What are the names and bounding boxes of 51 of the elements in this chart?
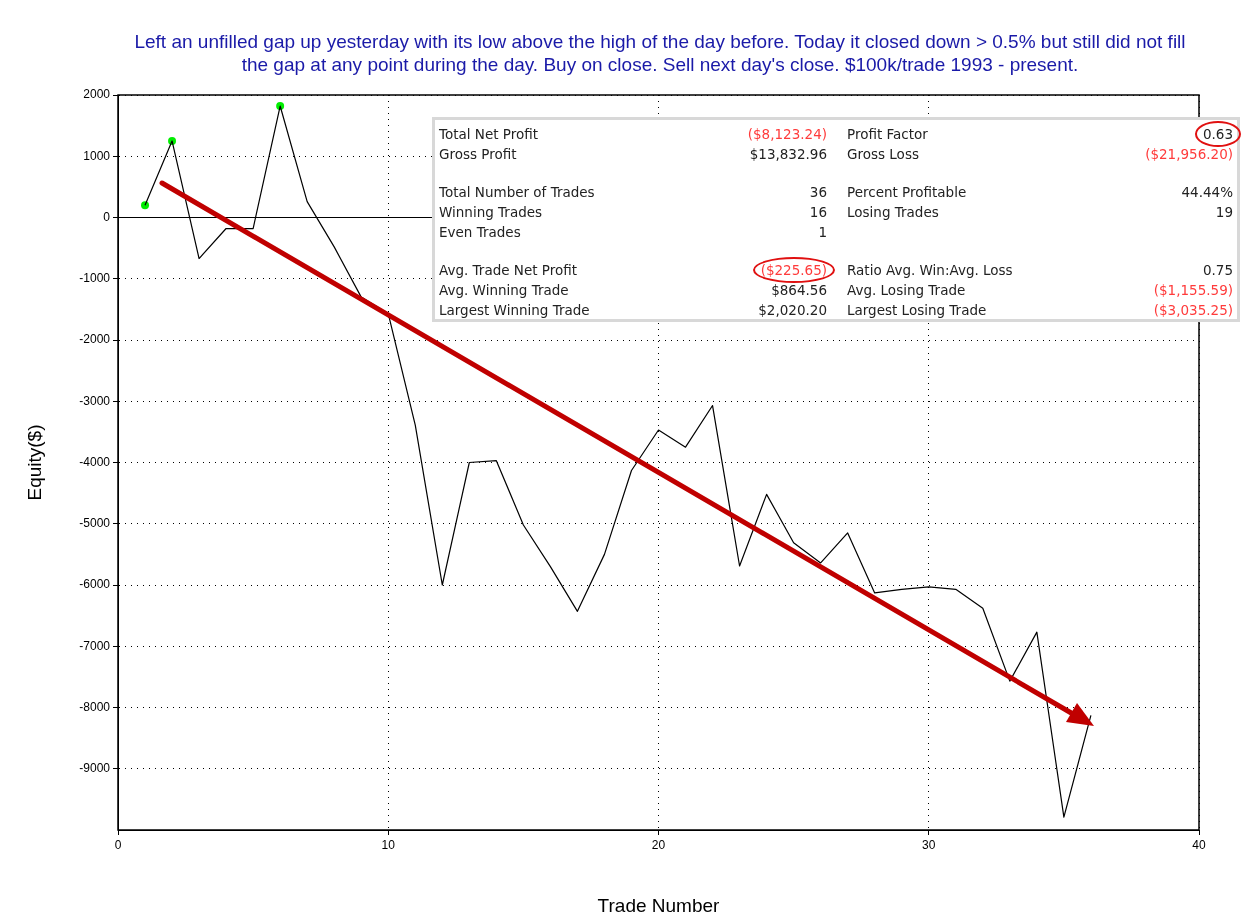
annotation: Avg. Winning Trade: [439, 281, 569, 299]
annotation: $2,020.20: [758, 301, 827, 319]
x-tick-label: 10: [381, 837, 396, 852]
annotation: 44.44%: [1181, 183, 1233, 201]
annotation: $864.56: [771, 281, 827, 299]
text: 0.75: [1202, 261, 1233, 279]
y-tick-label: 0: [103, 209, 111, 224]
annotation: ($21,956.20): [1145, 145, 1233, 163]
y-axis-title: Equity($): [23, 424, 45, 501]
annotation: Gross Loss: [847, 145, 919, 163]
annotation: Total Net Profit: [439, 125, 539, 143]
y-tick-label: -1000: [79, 271, 111, 286]
annotation: 36: [809, 183, 827, 201]
y-tick-label: -6000: [79, 577, 111, 592]
y-tick-label: 2000: [83, 87, 111, 102]
annotation: Winning Trades: [439, 203, 543, 221]
annotation: Ratio Avg. Win:Avg. Loss: [847, 261, 1013, 279]
annotation: Percent Profitable: [847, 183, 967, 201]
annotation: 1: [818, 223, 827, 241]
annotation: ($225.65): [760, 261, 827, 279]
annotation: Avg. Losing Trade: [847, 281, 966, 299]
x-tick-label: 0: [114, 837, 122, 852]
annotation: ($3,035.25): [1153, 301, 1233, 319]
text: 0.63: [1202, 125, 1233, 143]
x-tick-label: 20: [651, 837, 666, 852]
annotation: Profit Factor: [847, 125, 928, 143]
annotation: Largest Losing Trade: [847, 301, 987, 319]
annotation: 16: [809, 203, 827, 221]
annotation: $13,832.96: [749, 145, 827, 163]
annotation: ($8,123.24): [747, 125, 827, 143]
annotation: ($1,155.59): [1153, 281, 1233, 299]
chart-title: Left an unfilled gap up yesterday with its low above the high of the day before. Today it closed down > 0.5% but still did not fill the gap at any point during the day. Buy on close. Sell next day's close. $100k/trade 1993 - present.: [133, 30, 1187, 76]
x-tick-label: 30: [922, 837, 936, 852]
y-tick-label: -8000: [79, 699, 111, 714]
y-tick-label: -2000: [79, 332, 111, 347]
text: 19: [1215, 203, 1233, 221]
annotation: Even Trades: [439, 223, 521, 241]
y-tick-label: -5000: [79, 516, 111, 531]
y-tick-label: -9000: [79, 761, 111, 776]
x-axis-title: Trade Number: [597, 894, 721, 916]
y-tick-label: -3000: [79, 393, 111, 408]
annotation: Total Number of Trades: [439, 183, 595, 201]
annotation: Largest Winning Trade: [439, 301, 590, 319]
y-tick-label: -7000: [79, 638, 111, 653]
y-tick-label: 1000: [83, 148, 111, 163]
annotation: Gross Profit: [439, 145, 517, 163]
point: [141, 201, 150, 210]
annotation: Losing Trades: [847, 203, 939, 221]
annotation: Avg. Trade Net Profit: [439, 261, 578, 279]
x-tick-label: 40: [1192, 837, 1206, 852]
y-tick-label: -4000: [79, 454, 111, 469]
